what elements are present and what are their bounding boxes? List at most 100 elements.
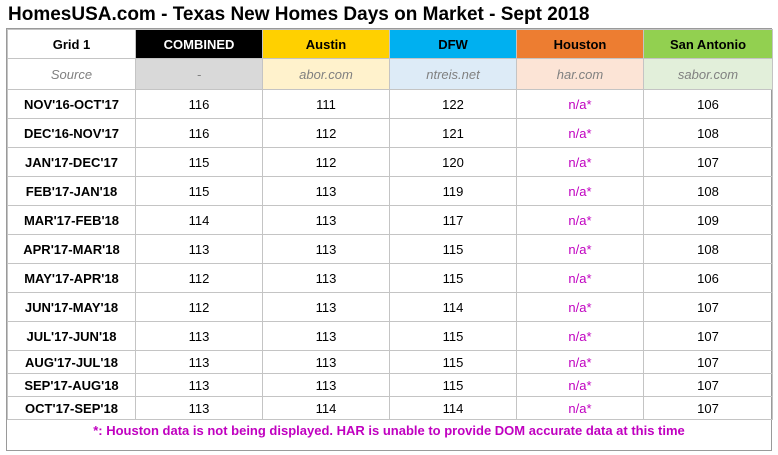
value-houston: n/a* xyxy=(516,234,644,264)
table-row: DEC'16-NOV'17 116 112 121 n/a* 108 xyxy=(7,118,773,148)
value-combined: 115 xyxy=(135,147,263,177)
value-austin: 113 xyxy=(262,205,390,235)
value-dfw: 120 xyxy=(389,147,517,177)
column-header-dfw: DFW xyxy=(389,29,517,59)
value-combined: 114 xyxy=(135,205,263,235)
value-san-antonio: 107 xyxy=(643,147,773,177)
value-houston: n/a* xyxy=(516,263,644,293)
table-row: OCT'17-SEP'18 113 114 114 n/a* 107 xyxy=(7,396,773,420)
value-dfw: 114 xyxy=(389,292,517,322)
value-san-antonio: 107 xyxy=(643,350,773,374)
value-austin: 113 xyxy=(262,176,390,206)
value-dfw: 115 xyxy=(389,373,517,397)
table-row: NOV'16-OCT'17 116 111 122 n/a* 106 xyxy=(7,89,773,119)
value-houston: n/a* xyxy=(516,118,644,148)
table-row: SEP'17-AUG'18 113 113 115 n/a* 107 xyxy=(7,373,773,397)
table-row: MAY'17-APR'18 112 113 115 n/a* 106 xyxy=(7,263,773,293)
source-row: Source - abor.com ntreis.net har.com sab… xyxy=(7,58,773,90)
table-row: APR'17-MAR'18 113 113 115 n/a* 108 xyxy=(7,234,773,264)
source-dfw: ntreis.net xyxy=(389,58,517,90)
column-header-austin: Austin xyxy=(262,29,390,59)
table-row: JAN'17-DEC'17 115 112 120 n/a* 107 xyxy=(7,147,773,177)
source-combined: - xyxy=(135,58,263,90)
value-austin: 113 xyxy=(262,321,390,351)
value-san-antonio: 109 xyxy=(643,205,773,235)
value-combined: 113 xyxy=(135,396,263,420)
source-houston: har.com xyxy=(516,58,644,90)
value-dfw: 122 xyxy=(389,89,517,119)
table-row: FEB'17-JAN'18 115 113 119 n/a* 108 xyxy=(7,176,773,206)
value-houston: n/a* xyxy=(516,350,644,374)
value-dfw: 119 xyxy=(389,176,517,206)
period-label: MAR'17-FEB'18 xyxy=(7,205,136,235)
value-combined: 115 xyxy=(135,176,263,206)
value-austin: 112 xyxy=(262,118,390,148)
value-combined: 112 xyxy=(135,292,263,322)
value-san-antonio: 106 xyxy=(643,89,773,119)
value-san-antonio: 108 xyxy=(643,118,773,148)
value-austin: 113 xyxy=(262,373,390,397)
value-san-antonio: 108 xyxy=(643,176,773,206)
value-houston: n/a* xyxy=(516,176,644,206)
value-austin: 111 xyxy=(262,89,390,119)
dom-table: Grid 1 COMBINED Austin DFW Houston San A… xyxy=(7,29,773,420)
value-houston: n/a* xyxy=(516,89,644,119)
value-houston: n/a* xyxy=(516,321,644,351)
value-combined: 112 xyxy=(135,263,263,293)
value-dfw: 117 xyxy=(389,205,517,235)
column-header-houston: Houston xyxy=(516,29,644,59)
period-label: FEB'17-JAN'18 xyxy=(7,176,136,206)
value-san-antonio: 107 xyxy=(643,292,773,322)
value-combined: 113 xyxy=(135,234,263,264)
value-austin: 113 xyxy=(262,263,390,293)
column-header-san-antonio: San Antonio xyxy=(643,29,773,59)
value-combined: 113 xyxy=(135,350,263,374)
source-label: Source xyxy=(7,58,136,90)
value-houston: n/a* xyxy=(516,205,644,235)
source-san-antonio: sabor.com xyxy=(643,58,773,90)
value-austin: 112 xyxy=(262,147,390,177)
houston-footnote: *: Houston data is not being displayed. … xyxy=(93,423,685,438)
value-houston: n/a* xyxy=(516,292,644,322)
table-row: JUL'17-JUN'18 113 113 115 n/a* 107 xyxy=(7,321,773,351)
value-dfw: 115 xyxy=(389,234,517,264)
period-label: JUN'17-MAY'18 xyxy=(7,292,136,322)
data-sheet: Grid 1 COMBINED Austin DFW Houston San A… xyxy=(6,28,773,451)
period-label: JAN'17-DEC'17 xyxy=(7,147,136,177)
column-header-combined: COMBINED xyxy=(135,29,263,59)
value-dfw: 114 xyxy=(389,396,517,420)
period-label: OCT'17-SEP'18 xyxy=(7,396,136,420)
period-label: AUG'17-JUL'18 xyxy=(7,350,136,374)
value-combined: 116 xyxy=(135,118,263,148)
value-dfw: 115 xyxy=(389,263,517,293)
table-row: JUN'17-MAY'18 112 113 114 n/a* 107 xyxy=(7,292,773,322)
period-label: JUL'17-JUN'18 xyxy=(7,321,136,351)
value-dfw: 121 xyxy=(389,118,517,148)
value-austin: 113 xyxy=(262,292,390,322)
grid-label: Grid 1 xyxy=(7,29,136,59)
header-row: Grid 1 COMBINED Austin DFW Houston San A… xyxy=(7,29,773,59)
period-label: MAY'17-APR'18 xyxy=(7,263,136,293)
period-label: NOV'16-OCT'17 xyxy=(7,89,136,119)
value-houston: n/a* xyxy=(516,396,644,420)
value-austin: 113 xyxy=(262,234,390,264)
period-label: APR'17-MAR'18 xyxy=(7,234,136,264)
value-austin: 113 xyxy=(262,350,390,374)
source-austin: abor.com xyxy=(262,58,390,90)
value-houston: n/a* xyxy=(516,147,644,177)
value-san-antonio: 107 xyxy=(643,396,773,420)
period-label: SEP'17-AUG'18 xyxy=(7,373,136,397)
value-austin: 114 xyxy=(262,396,390,420)
value-san-antonio: 107 xyxy=(643,373,773,397)
value-san-antonio: 107 xyxy=(643,321,773,351)
value-combined: 113 xyxy=(135,321,263,351)
value-san-antonio: 108 xyxy=(643,234,773,264)
value-combined: 116 xyxy=(135,89,263,119)
value-dfw: 115 xyxy=(389,350,517,374)
table-row: MAR'17-FEB'18 114 113 117 n/a* 109 xyxy=(7,205,773,235)
value-houston: n/a* xyxy=(516,373,644,397)
value-combined: 113 xyxy=(135,373,263,397)
table-row: AUG'17-JUL'18 113 113 115 n/a* 107 xyxy=(7,350,773,374)
value-dfw: 115 xyxy=(389,321,517,351)
value-san-antonio: 106 xyxy=(643,263,773,293)
